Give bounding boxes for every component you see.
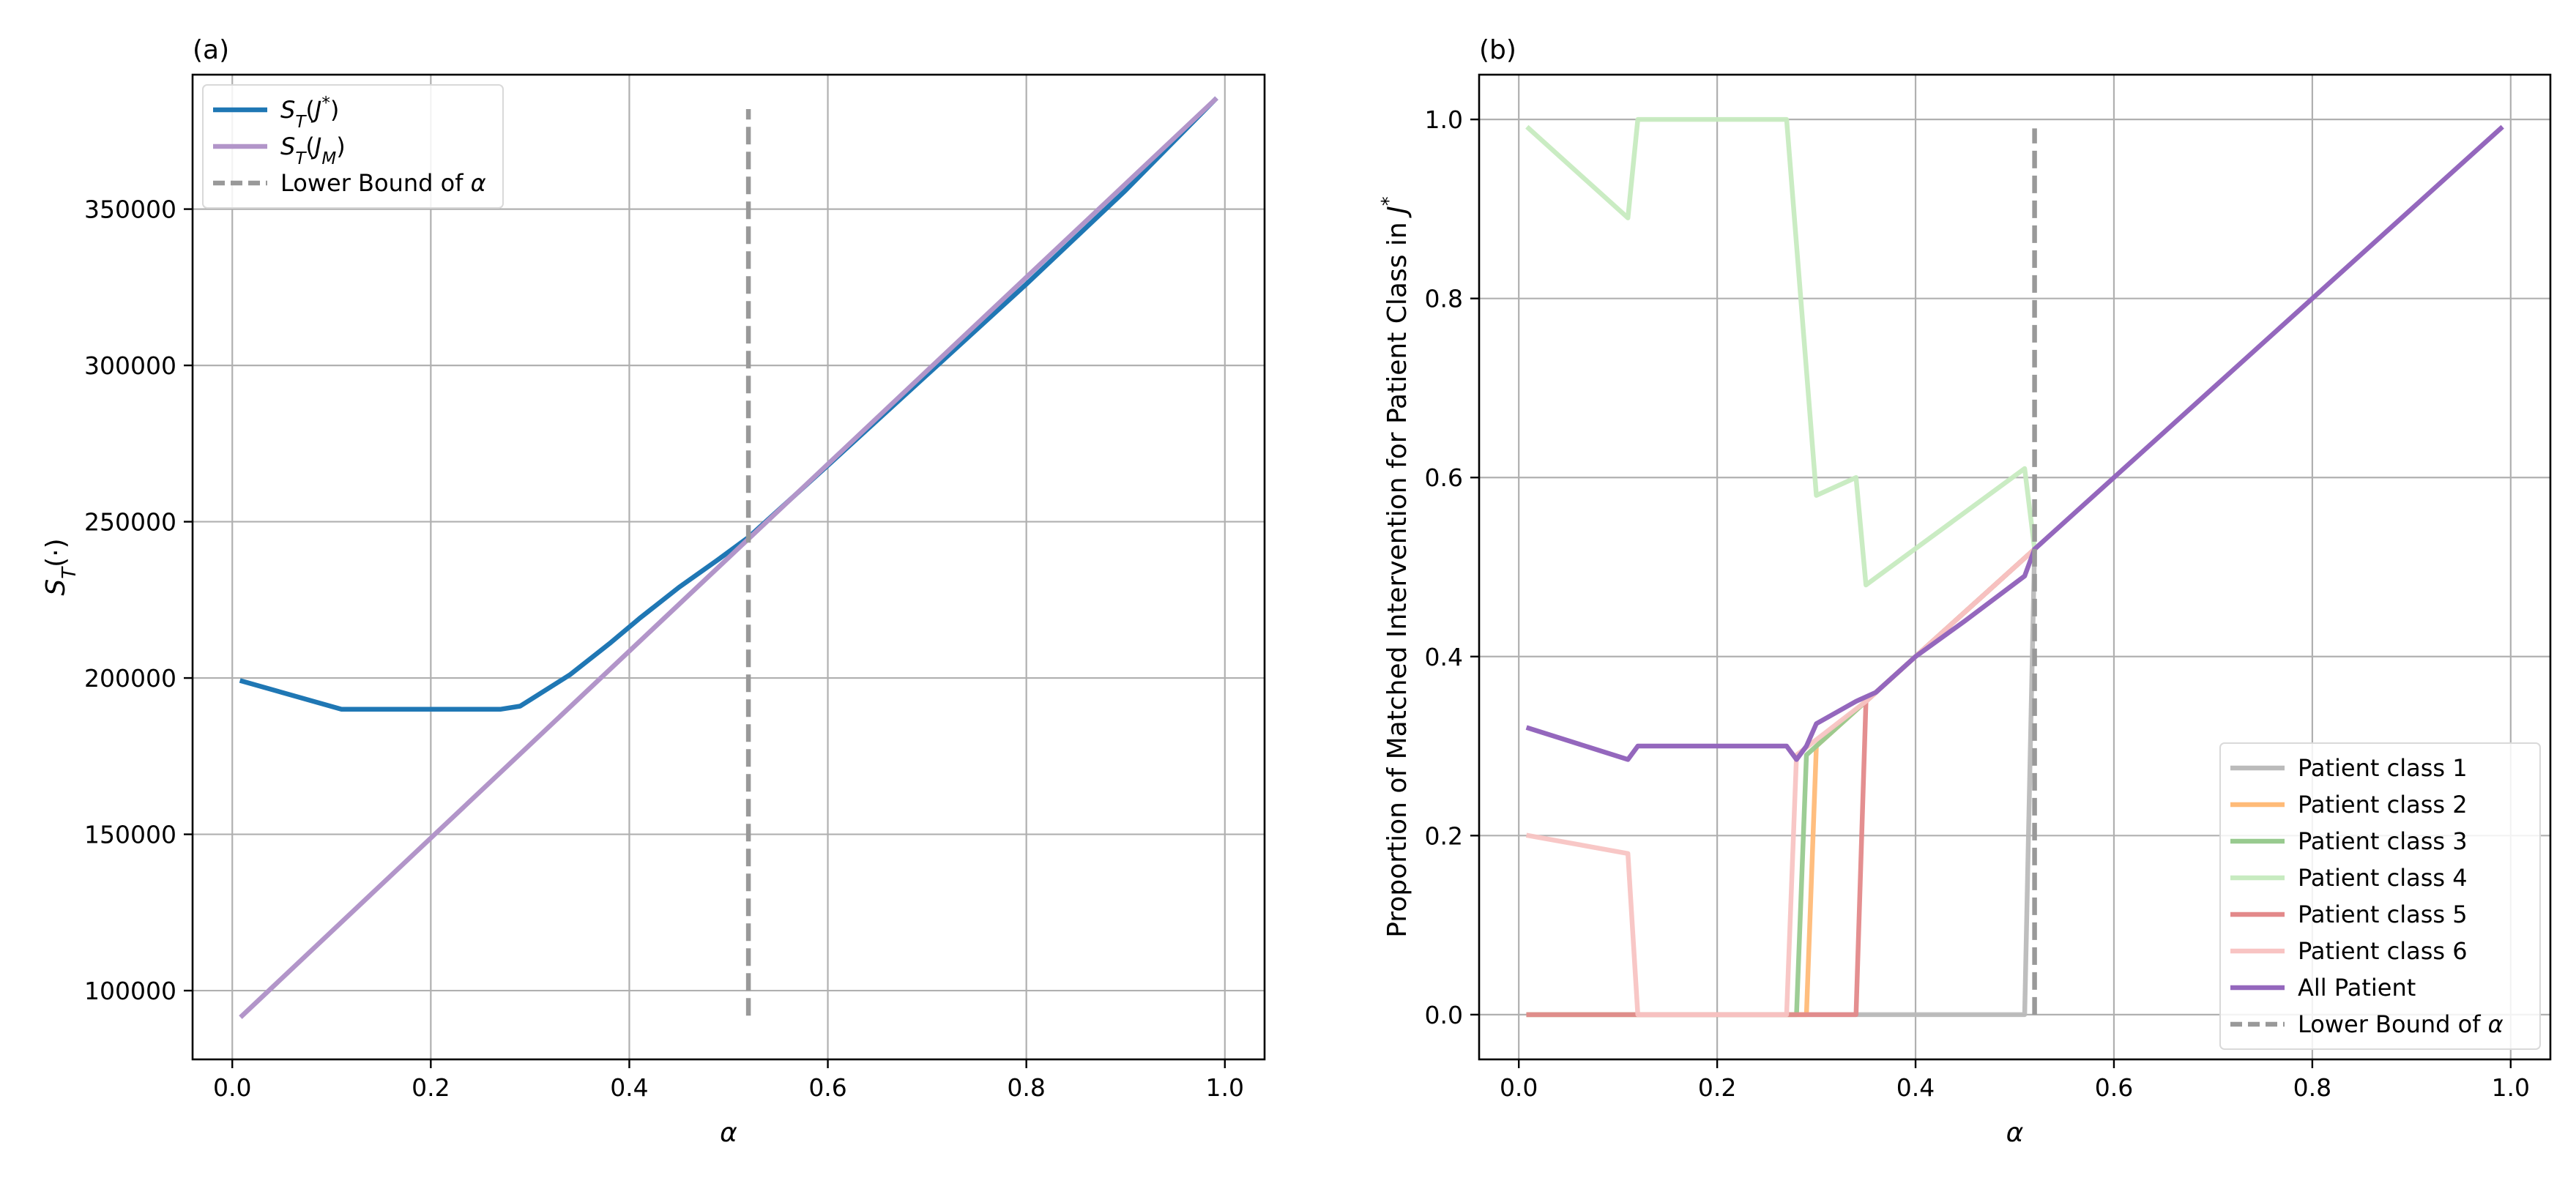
chart-panel-a: 0.0 0.2 0.4 0.6 0.8 1.0 100000 150000 200000 2500… [41, 35, 1266, 1148]
panel-label: (b) [1479, 35, 1516, 65]
y-tick-label: 300000 [84, 351, 176, 380]
legend-label-1: Patient class 1 [2298, 754, 2468, 782]
x-tick-label: 0.8 [2293, 1073, 2331, 1102]
legend: Patient class 1 Patient class 2 Patient cl… [2219, 742, 2541, 1050]
series-line-7 [1525, 124, 2504, 762]
x-tick-label: 0.6 [808, 1073, 846, 1102]
legend-label-3: Lower Bound of α [280, 169, 486, 197]
legend-label-7: All Patient [2298, 974, 2416, 1002]
y-tick-label: 0.8 [1425, 285, 1463, 313]
series-line-2 [239, 96, 1218, 1019]
y-axis-label-group: ST(·) [41, 538, 81, 595]
panel-label: (a) [193, 35, 229, 65]
y-tick-label: 350000 [84, 195, 176, 224]
y-tick-label: 1.0 [1425, 105, 1463, 134]
legend-box [202, 84, 504, 209]
x-tick-label: 0.6 [2095, 1073, 2133, 1102]
legend-label-4: Patient class 4 [2298, 864, 2468, 892]
legend-label-3: Patient class 3 [2298, 827, 2468, 855]
legend-label-2: Patient class 2 [2298, 791, 2468, 819]
legend-label-6: Patient class 6 [2298, 937, 2468, 965]
legend-box [2219, 742, 2541, 1050]
x-tick-label: 0.2 [412, 1073, 450, 1102]
y-tick-label: 150000 [84, 821, 176, 849]
legend-label-8: Lower Bound of α [2298, 1010, 2504, 1038]
y-axis-label: ST(·) [41, 538, 81, 595]
y-tick-label: 0.4 [1425, 643, 1463, 671]
y-tick-label: 0.6 [1425, 463, 1463, 492]
legend-label-1: ST(J*) [280, 94, 339, 132]
legend: ST(J*)ST(JM)Lower Bound of α [202, 84, 504, 209]
y-axis-label-group: Proportion of Matched Intervention for P… [1378, 196, 1412, 938]
x-tick-label: 0.8 [1007, 1073, 1045, 1102]
series-group [239, 96, 1218, 1019]
series-line-1 [239, 96, 1218, 712]
y-tick-label: 0.2 [1425, 821, 1463, 850]
x-axis-label: α [2006, 1118, 2024, 1148]
legend-label-2: ST(JM) [280, 133, 346, 168]
chart-panel-b: 0.0 0.2 0.4 0.6 0.8 1.0 0.0 0.2 0.4 0.6 0.8 1.0 (b) α… [1378, 35, 2552, 1148]
x-tick-label: 0.0 [1500, 1073, 1538, 1102]
x-tick-label: 0.4 [1896, 1073, 1935, 1102]
y-tick-label: 200000 [84, 664, 176, 693]
x-tick-label: 1.0 [1206, 1073, 1244, 1102]
x-tick-label: 0.2 [1698, 1073, 1736, 1102]
series-group [1525, 116, 2504, 1018]
x-axis-label: α [720, 1118, 737, 1148]
x-tick-label: 1.0 [2492, 1073, 2530, 1102]
y-tick-label: 0.0 [1425, 1001, 1463, 1029]
legend-label-5: Patient class 5 [2298, 901, 2468, 928]
x-tick-label: 0.0 [213, 1073, 251, 1102]
x-tick-label: 0.4 [610, 1073, 648, 1102]
series-line-6 [1525, 545, 2039, 1018]
y-tick-label: 250000 [84, 508, 176, 537]
axes-frame [1478, 73, 2552, 1061]
y-axis-label: Proportion of Matched Intervention for P… [1378, 196, 1412, 938]
axes-frame [191, 73, 1266, 1061]
y-tick-label: 100000 [84, 977, 176, 1005]
series-line-4 [1525, 116, 2038, 588]
